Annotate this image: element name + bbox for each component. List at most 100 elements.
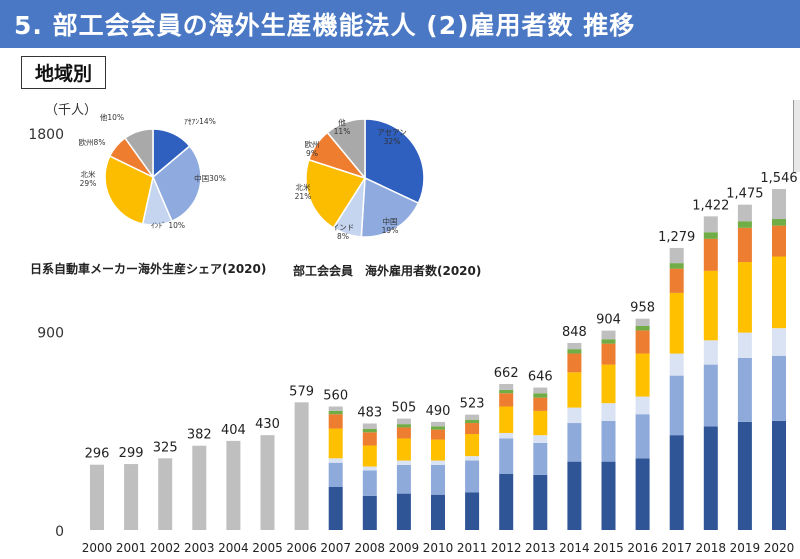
bar-segment-india: [703, 340, 718, 365]
bar-value-label: 404: [221, 423, 246, 438]
y-tick-label: 0: [55, 524, 64, 540]
bar-segment-india: [669, 353, 684, 376]
pie-slice-アセアン: [364, 118, 425, 205]
x-tick-label: 2001: [116, 541, 147, 555]
bar-segment-europe: [465, 423, 480, 435]
bar-segment-other: [431, 421, 445, 427]
bar-value-label: 296: [85, 447, 110, 462]
x-tick-label: 2010: [423, 541, 454, 555]
bar-segment-china: [567, 423, 582, 462]
bar-segment-other: [737, 204, 752, 222]
bar-segment-china: [635, 414, 650, 459]
bar-segment-green: [737, 221, 752, 228]
pie-slice-label: アセアン: [377, 128, 407, 137]
bar-segment-china: [499, 438, 514, 474]
pie-slice-label: ｲﾝﾄﾞ 10%: [151, 221, 185, 230]
bar-segment-india: [465, 456, 480, 461]
pie-slice-label: 8%: [337, 232, 349, 241]
bar-segment-asean: [499, 473, 514, 530]
bar-total: [226, 440, 241, 530]
x-tick-label: 2006: [286, 541, 317, 555]
bar-segment-green: [328, 410, 343, 415]
x-tick-label: 2003: [184, 541, 215, 555]
bar-value-label: 430: [255, 417, 280, 432]
bar-segment-green: [669, 263, 684, 269]
bar-value-label: 382: [187, 428, 212, 443]
bar-segment-europe: [328, 414, 343, 429]
bar-value-label: 1,422: [692, 198, 729, 213]
region-label: 地域別: [21, 56, 106, 89]
bar-segment-europe: [737, 227, 752, 263]
bar-value-label: 579: [289, 384, 314, 399]
title-bar: 5. 部工会会員の海外生産機能法人 (2)雇用者数 推移: [0, 0, 800, 48]
scroll-edge: [793, 100, 800, 172]
bar-segment-europe: [635, 330, 650, 354]
bar-segment-other: [772, 189, 786, 220]
bar-segment-europe: [533, 397, 548, 411]
bar-segment-asean: [669, 435, 684, 530]
bar-segment-asean: [396, 493, 411, 530]
bar-value-label: 483: [357, 405, 382, 420]
bar-segment-green: [567, 349, 582, 354]
bar-segment-green: [465, 419, 480, 424]
bar-value-label: 662: [494, 366, 519, 381]
bar-segment-north_america: [362, 445, 377, 467]
bar-segment-other: [635, 318, 650, 326]
bar-segment-europe: [601, 343, 616, 365]
bar-value-label: 848: [562, 325, 587, 340]
bar-segment-other: [465, 414, 480, 420]
bar-value-label: 1,475: [726, 187, 763, 202]
bar-segment-green: [703, 232, 718, 239]
bar-segment-asean: [533, 474, 548, 530]
bar-segment-other: [703, 216, 718, 233]
bar-value-label: 646: [528, 370, 553, 385]
bar-segment-asean: [431, 494, 445, 530]
x-tick-label: 2011: [457, 541, 488, 555]
pie-slice-label: 32%: [384, 137, 401, 146]
x-tick-label: 2004: [218, 541, 249, 555]
bar-value-label: 958: [630, 301, 655, 316]
bar-segment-india: [431, 460, 445, 465]
bar-segment-other: [499, 383, 514, 390]
pie-caption-2: 部工会会員 海外雇用者数(2020): [293, 264, 482, 278]
bar-segment-other: [669, 247, 684, 264]
bar-segment-asean: [635, 458, 650, 530]
bar-segment-india: [635, 396, 650, 415]
bar-segment-china: [465, 460, 480, 493]
bar-segment-green: [601, 339, 616, 344]
bar-segment-north_america: [328, 428, 343, 459]
bar-total: [294, 402, 309, 530]
bar-segment-asean: [362, 495, 377, 530]
bar-segment-other: [396, 418, 411, 425]
pie-slice-label: 29%: [80, 179, 97, 188]
bar-segment-china: [328, 462, 343, 487]
bar-segment-other: [328, 406, 343, 411]
bar-segment-europe: [669, 268, 684, 293]
pie-slice-label: 北米: [81, 169, 96, 179]
bar-segment-green: [635, 325, 650, 331]
bar-segment-india: [328, 458, 343, 463]
bar-segment-asean: [703, 426, 718, 530]
bar-segment-europe: [431, 429, 445, 440]
bar-total: [90, 464, 104, 530]
bar-segment-asean: [328, 486, 343, 530]
bar-segment-asean: [737, 421, 752, 530]
bar-segment-other: [567, 342, 582, 350]
x-tick-label: 2007: [320, 541, 351, 555]
y-tick-label: 1800: [28, 127, 64, 143]
bar-segment-asean: [601, 461, 616, 530]
x-tick-label: 2005: [252, 541, 283, 555]
bar-segment-europe: [703, 238, 718, 271]
bar-segment-green: [499, 389, 514, 394]
bar-segment-china: [396, 464, 411, 494]
bar-segment-other: [601, 330, 616, 340]
bar-segment-asean: [567, 461, 582, 530]
bar-total: [260, 435, 275, 530]
bar-segment-india: [499, 432, 514, 439]
bar-segment-europe: [499, 393, 514, 407]
bar-segment-china: [601, 420, 616, 462]
bar-segment-china: [772, 355, 786, 421]
bar-segment-europe: [772, 225, 786, 257]
bar-total: [158, 458, 173, 530]
x-tick-label: 2002: [150, 541, 181, 555]
